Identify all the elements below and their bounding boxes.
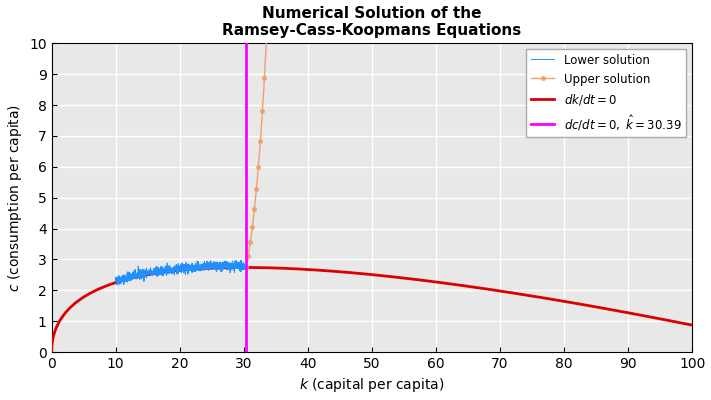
Upper solution bbox=[247, 235, 255, 240]
Lower solution bbox=[155, 268, 164, 272]
Line: Upper solution: Upper solution bbox=[245, 42, 268, 269]
$dk/dt = 0$ bbox=[240, 265, 248, 270]
Lower solution bbox=[112, 278, 120, 282]
$dk/dt = 0$ bbox=[675, 320, 684, 325]
Upper solution bbox=[246, 241, 255, 246]
Lower solution bbox=[168, 266, 176, 271]
Y-axis label: $c$ (consumption per capita): $c$ (consumption per capita) bbox=[6, 104, 23, 292]
Lower solution bbox=[179, 262, 188, 267]
$dk/dt = 0$ bbox=[293, 266, 301, 271]
Upper solution bbox=[254, 167, 262, 172]
Upper solution bbox=[260, 72, 269, 76]
Lower solution bbox=[129, 276, 137, 281]
X-axis label: $k$ (capital per capita): $k$ (capital per capita) bbox=[299, 376, 444, 394]
Upper solution bbox=[252, 185, 261, 190]
$dk/dt = 0$ bbox=[606, 307, 615, 312]
Title: Numerical Solution of the
Ramsey-Cass-Koopmans Equations: Numerical Solution of the Ramsey-Cass-Ko… bbox=[223, 6, 522, 38]
Upper solution bbox=[262, 41, 270, 46]
Lower solution bbox=[241, 260, 250, 265]
Legend: Lower solution, Upper solution, $dk/dt = 0$, $dc/dt = 0,\ \hat{k} = 30.39$: Lower solution, Upper solution, $dk/dt =… bbox=[526, 49, 686, 137]
Lower solution bbox=[133, 270, 141, 275]
$dk/dt = 0$ bbox=[321, 268, 329, 273]
Lower solution bbox=[113, 283, 122, 288]
$dk/dt = 0$ bbox=[159, 270, 167, 275]
Line: Lower solution: Lower solution bbox=[116, 260, 245, 285]
$dc/dt = 0,\ \hat{k} = 30.39$ bbox=[242, 319, 250, 324]
Upper solution bbox=[261, 60, 269, 65]
$dc/dt = 0,\ \hat{k} = 30.39$ bbox=[242, 350, 250, 354]
Lower solution bbox=[237, 258, 246, 263]
$dk/dt = 0$ bbox=[48, 349, 56, 354]
$dk/dt = 0$ bbox=[688, 323, 697, 328]
Lower solution bbox=[182, 266, 191, 270]
Line: $dk/dt = 0$: $dk/dt = 0$ bbox=[52, 268, 693, 351]
$dk/dt = 0$ bbox=[120, 278, 129, 282]
Upper solution bbox=[242, 265, 250, 270]
